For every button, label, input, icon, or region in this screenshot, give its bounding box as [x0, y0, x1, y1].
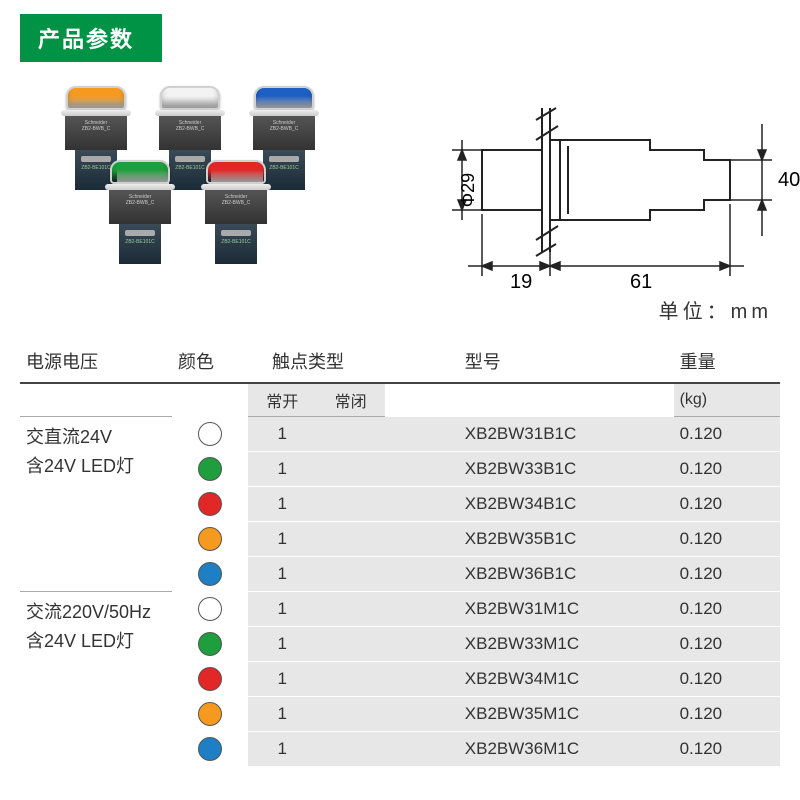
nc-cell [316, 417, 384, 452]
color-swatch [198, 737, 222, 761]
no-cell: 1 [248, 417, 316, 452]
nc-cell [316, 452, 384, 487]
color-cell [172, 662, 248, 697]
spec-table-wrap: 电源电压 颜色 触点类型 型号 重量 常开常闭 (kg) 交直流24V含24V LE… [20, 344, 780, 766]
no-cell: 1 [248, 662, 316, 697]
weight-cell: 0.120 [674, 557, 780, 592]
sub-kg: (kg) [674, 383, 780, 417]
dim-61: 61 [630, 271, 652, 293]
color-swatch [198, 632, 222, 656]
color-cell [172, 522, 248, 557]
weight-cell: 0.120 [674, 592, 780, 627]
dim-phi29: Φ29 [458, 173, 478, 207]
color-swatch [198, 667, 222, 691]
color-cell [172, 697, 248, 732]
table-row: 交直流24V含24V LED灯1XB2BW31B1C0.120 [20, 417, 780, 452]
nc-cell [316, 522, 384, 557]
model-cell: XB2BW34M1C [385, 662, 674, 697]
model-cell: XB2BW33B1C [385, 452, 674, 487]
spec-table: 电源电压 颜色 触点类型 型号 重量 常开常闭 (kg) 交直流24V含24V LE… [20, 344, 780, 766]
model-cell: XB2BW36B1C [385, 557, 674, 592]
color-swatch [198, 492, 222, 516]
color-swatch [198, 597, 222, 621]
no-cell: 1 [248, 627, 316, 662]
nc-cell [316, 697, 384, 732]
color-swatch [198, 562, 222, 586]
nc-cell [316, 732, 384, 767]
weight-cell: 0.120 [674, 662, 780, 697]
weight-cell: 0.120 [674, 452, 780, 487]
color-cell [172, 592, 248, 627]
weight-cell: 0.120 [674, 732, 780, 767]
no-cell: 1 [248, 697, 316, 732]
model-cell: XB2BW33M1C [385, 627, 674, 662]
table-row: 交流220V/50Hz含24V LED灯1XB2BW31M1C0.120 [20, 592, 780, 627]
th-weight: 重量 [674, 344, 780, 383]
model-cell: XB2BW35M1C [385, 697, 674, 732]
color-swatch [198, 702, 222, 726]
no-cell: 1 [248, 557, 316, 592]
nc-cell [316, 557, 384, 592]
no-cell: 1 [248, 732, 316, 767]
no-cell: 1 [248, 452, 316, 487]
weight-cell: 0.120 [674, 487, 780, 522]
model-cell: XB2BW35B1C [385, 522, 674, 557]
model-cell: XB2BW31B1C [385, 417, 674, 452]
sub-nc: 常闭 [316, 383, 384, 417]
nc-cell [316, 592, 384, 627]
voltage-cell: 交直流24V含24V LED灯 [20, 417, 172, 592]
dim-19: 19 [510, 271, 532, 293]
th-model: 型号 [385, 344, 674, 383]
color-cell [172, 487, 248, 522]
th-contact: 触点类型 [248, 344, 385, 383]
weight-cell: 0.120 [674, 697, 780, 732]
product-button: SchneiderZB2-BWB_CZB2-BE101C [100, 160, 180, 264]
th-color: 颜色 [172, 344, 248, 383]
color-swatch [198, 457, 222, 481]
nc-cell [316, 662, 384, 697]
weight-cell: 0.120 [674, 522, 780, 557]
model-cell: XB2BW31M1C [385, 592, 674, 627]
color-swatch [198, 527, 222, 551]
color-swatch [198, 422, 222, 446]
section-title: 产品参数 [20, 14, 162, 62]
sub-no: 常开 [248, 383, 316, 417]
color-cell [172, 627, 248, 662]
table-header-row: 电源电压 颜色 触点类型 型号 重量 [20, 344, 780, 383]
color-cell [172, 417, 248, 452]
color-cell [172, 452, 248, 487]
no-cell: 1 [248, 592, 316, 627]
no-cell: 1 [248, 487, 316, 522]
unit-label: 单位：mm [659, 295, 772, 324]
product-photo-area: SchneiderZB2-BWB_CZB2-BE101CSchneiderZB2… [0, 80, 432, 310]
dim-40: 40 [778, 169, 800, 191]
voltage-cell: 交流220V/50Hz含24V LED灯 [20, 592, 172, 767]
no-cell: 1 [248, 522, 316, 557]
table-subheader-row: 常开常闭 (kg) [20, 383, 780, 417]
th-voltage: 电源电压 [20, 344, 172, 383]
model-cell: XB2BW34B1C [385, 487, 674, 522]
weight-cell: 0.120 [674, 627, 780, 662]
weight-cell: 0.120 [674, 417, 780, 452]
dimension-diagram: Φ29 40 19 61 [432, 80, 800, 310]
product-button: SchneiderZB2-BWB_CZB2-BE101C [196, 160, 276, 264]
nc-cell [316, 487, 384, 522]
dimension-diagram-area: Φ29 40 19 61 单 [432, 80, 800, 310]
image-row: SchneiderZB2-BWB_CZB2-BE101CSchneiderZB2… [0, 80, 800, 310]
color-cell [172, 557, 248, 592]
model-cell: XB2BW36M1C [385, 732, 674, 767]
color-cell [172, 732, 248, 767]
nc-cell [316, 627, 384, 662]
